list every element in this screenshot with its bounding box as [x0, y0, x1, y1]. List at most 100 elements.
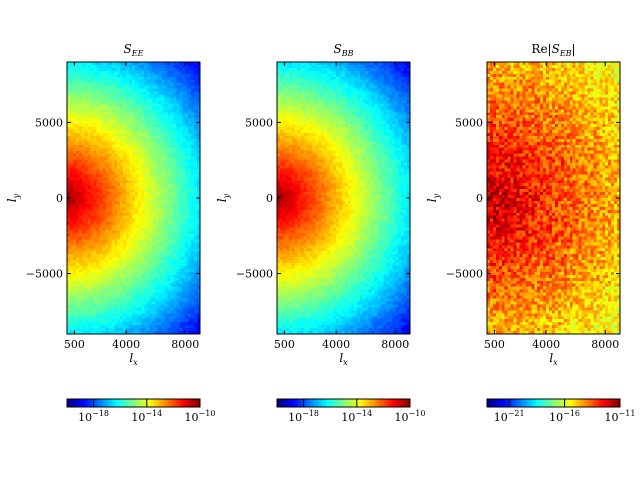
heatmap-cell: [173, 236, 177, 240]
heatmap-cell: [197, 316, 201, 320]
heatmap-cell: [120, 280, 124, 285]
heatmap-cell: [126, 301, 130, 305]
heatmap-cell: [161, 112, 165, 116]
heatmap-cell: [185, 266, 189, 270]
heatmap-cell: [277, 189, 281, 193]
heatmap-cell: [90, 97, 94, 101]
heatmap-cell: [134, 67, 139, 72]
heatmap-cell: [197, 301, 201, 305]
heatmap-cell: [197, 248, 201, 252]
heatmap-cell: [143, 168, 148, 172]
heatmap-cell: [158, 112, 162, 116]
heatmap-cell: [120, 274, 124, 279]
heatmap-cell: [149, 103, 154, 107]
heatmap-cell: [114, 64, 118, 69]
heatmap-cell: [185, 209, 189, 214]
heatmap-cell: [120, 304, 124, 308]
heatmap-cell: [134, 88, 139, 92]
heatmap-cell: [285, 221, 290, 226]
heatmap-cell: [102, 268, 106, 273]
heatmap-cell: [84, 76, 89, 81]
heatmap-cell: [288, 73, 293, 78]
heatmap-cell: [279, 206, 284, 211]
heatmap-cell: [108, 295, 112, 299]
heatmap-cell: [297, 106, 302, 110]
heatmap-cell: [105, 192, 109, 196]
heatmap-cell: [282, 115, 287, 119]
heatmap-cell: [161, 242, 165, 246]
heatmap-cell: [294, 277, 299, 282]
heatmap-cell: [137, 236, 142, 240]
heatmap-cell: [191, 274, 195, 279]
heatmap-cell: [75, 248, 80, 252]
heatmap-cell: [117, 165, 121, 169]
heatmap-cell: [87, 73, 92, 78]
heatmap-cell: [132, 277, 136, 282]
heatmap-cell: [155, 118, 160, 122]
heatmap-cell: [90, 150, 94, 155]
heatmap-cell: [194, 331, 198, 335]
heatmap-cell: [126, 254, 130, 258]
heatmap-cell: [126, 206, 130, 211]
colorbar-segment: [184, 399, 188, 407]
colorbar-segment: [173, 399, 177, 407]
heatmap-cell: [179, 316, 183, 320]
heatmap-cell: [105, 263, 109, 267]
heatmap-cell: [149, 91, 154, 95]
heatmap-cell: [158, 183, 162, 187]
heatmap-cell: [197, 260, 201, 264]
heatmap-cell: [123, 257, 127, 261]
heatmap-cell: [105, 195, 109, 199]
heatmap-cell: [185, 103, 189, 107]
heatmap-cell: [111, 168, 115, 172]
heatmap-cell: [137, 79, 142, 84]
heatmap-cell: [123, 91, 127, 95]
heatmap-cell: [67, 319, 71, 323]
heatmap-cell: [179, 260, 183, 264]
heatmap-cell: [114, 94, 118, 98]
heatmap-cell: [99, 70, 103, 75]
heatmap-cell: [167, 274, 171, 279]
heatmap-cell: [75, 295, 80, 299]
heatmap-cell: [129, 127, 133, 131]
heatmap-cell: [67, 64, 71, 69]
heatmap-cell: [108, 257, 112, 261]
heatmap-cell: [167, 266, 171, 270]
heatmap-cell: [120, 103, 124, 107]
heatmap-cell: [173, 150, 177, 155]
heatmap-cell: [194, 88, 198, 92]
heatmap-cell: [297, 76, 302, 81]
heatmap-cell: [164, 147, 168, 152]
heatmap-cell: [179, 115, 183, 119]
heatmap-cell: [155, 268, 160, 273]
heatmap-cell: [126, 319, 130, 323]
heatmap-cell: [69, 224, 74, 228]
heatmap-cell: [69, 283, 74, 288]
heatmap-cell: [188, 138, 192, 143]
heatmap-cell: [282, 124, 287, 128]
heatmap-cell: [96, 183, 100, 187]
heatmap-cell: [132, 144, 136, 149]
heatmap-cell: [291, 233, 296, 237]
heatmap-cell: [117, 127, 121, 131]
heatmap-cell: [182, 127, 186, 131]
heatmap-cell: [297, 298, 302, 302]
heatmap-cell: [123, 218, 127, 223]
heatmap-cell: [188, 233, 192, 237]
heatmap-cell: [75, 198, 80, 202]
heatmap-cell: [75, 132, 80, 137]
heatmap-cell: [78, 195, 83, 199]
heatmap-cell: [152, 192, 157, 196]
heatmap-cell: [137, 91, 142, 95]
heatmap-cell: [105, 106, 109, 110]
heatmap-cell: [90, 153, 94, 158]
heatmap-cell: [81, 260, 86, 264]
heatmap-cell: [161, 177, 165, 181]
heatmap-cell: [297, 248, 302, 252]
heatmap-cell: [291, 82, 296, 87]
heatmap-cell: [277, 64, 281, 69]
heatmap-cell: [78, 130, 83, 134]
heatmap-cell: [81, 103, 86, 107]
heatmap-cell: [155, 215, 160, 220]
heatmap-cell: [72, 295, 77, 299]
